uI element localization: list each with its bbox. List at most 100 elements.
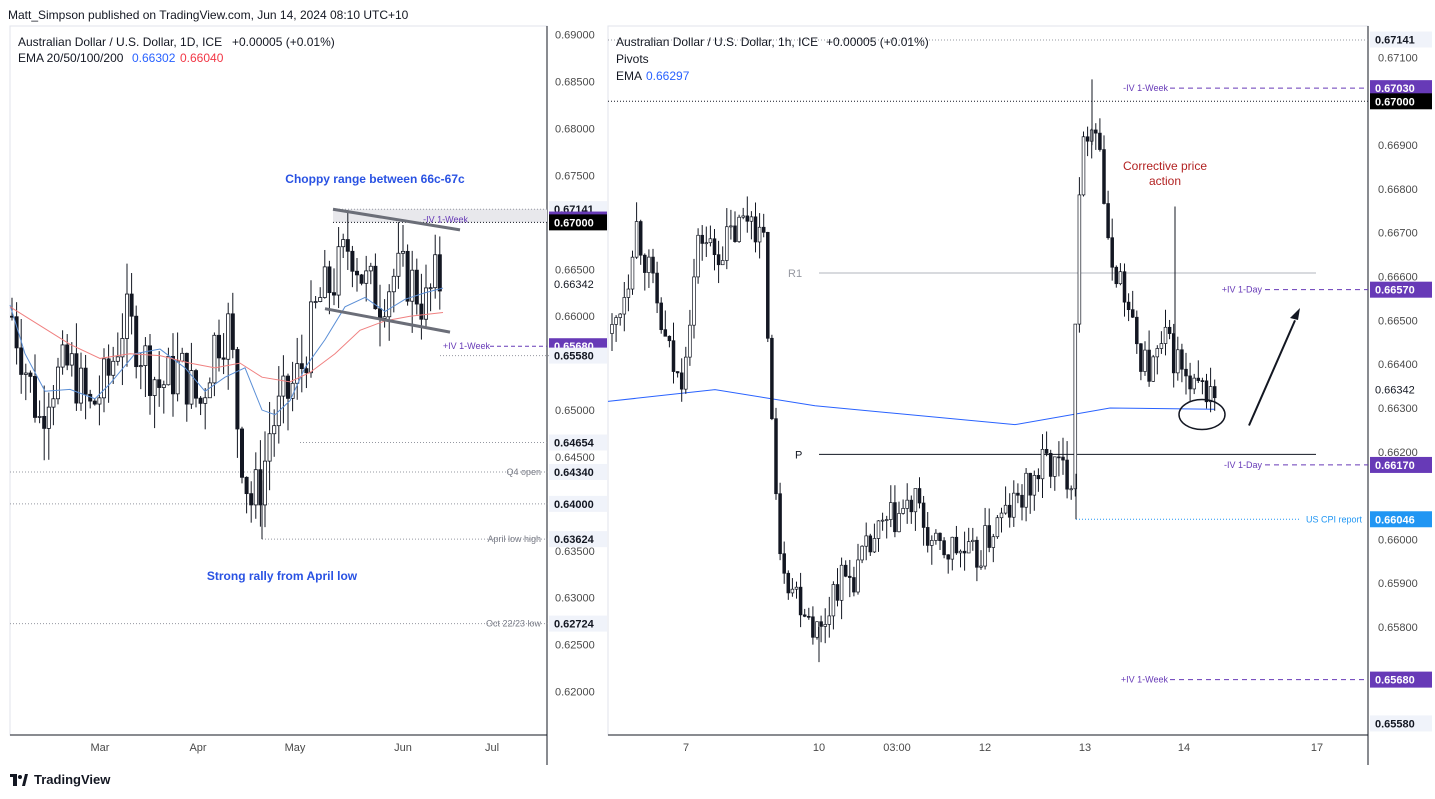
daily-candle — [115, 356, 120, 362]
daily-candle — [125, 293, 130, 339]
upward-arrow-head — [1290, 308, 1300, 320]
hourly-candle — [1151, 356, 1155, 382]
daily-candle — [129, 293, 134, 317]
hourly-candle — [1003, 504, 1008, 514]
hourly-candle — [1098, 132, 1102, 150]
hourly-price-badge: 0.66570 — [1375, 285, 1415, 297]
daily-y-tick-label: 0.65000 — [555, 405, 595, 417]
hourly-candle — [700, 234, 704, 244]
hourly-price-badge-bg — [1370, 80, 1432, 97]
daily-candle — [203, 397, 208, 404]
hourly-candle — [1012, 492, 1016, 518]
daily-candle — [42, 415, 47, 429]
hourly-candle — [962, 550, 967, 554]
hourly-candle — [1180, 349, 1184, 370]
hourly-candle — [1024, 472, 1028, 508]
hourly-candle — [794, 586, 799, 590]
daily-candle — [391, 275, 396, 293]
daily-price-badge-bg — [549, 615, 607, 632]
hourly-candle — [1208, 386, 1213, 403]
hourly-candle — [1122, 271, 1127, 303]
hourly-ema-label: EMA — [616, 69, 642, 83]
daily-candle — [221, 357, 226, 360]
daily-candle — [79, 367, 84, 404]
hourly-candle — [782, 553, 786, 574]
hourly-x-tick-label: 03:00 — [883, 742, 911, 754]
daily-candle — [253, 469, 258, 506]
daily-candle — [387, 291, 392, 318]
hourly-candle — [786, 572, 791, 594]
hourly-price-badge-bg — [1370, 93, 1432, 110]
hourly-candle — [860, 545, 864, 561]
daily-candle — [249, 493, 254, 506]
hourly-candle — [1044, 448, 1049, 454]
hourly-candle — [1073, 323, 1078, 490]
daily-candle — [368, 265, 373, 272]
daily-candle — [216, 334, 221, 359]
hourly-price-badge-bg — [1370, 31, 1432, 48]
hourly-candle — [827, 615, 832, 625]
hourly-price-badge-bg — [1370, 671, 1432, 688]
daily-candle — [433, 254, 438, 289]
upward-arrow-shaft — [1248, 319, 1296, 426]
daily-y-tick-label: 0.62500 — [555, 640, 595, 652]
hourly-price-badge-bg — [1370, 511, 1432, 528]
daily-candle — [304, 368, 309, 374]
daily-candle — [51, 398, 56, 408]
hourly-candle — [1007, 504, 1012, 518]
daily-candle — [318, 297, 323, 302]
hourly-candle — [909, 499, 914, 513]
hourly-candle — [692, 276, 696, 326]
hourly-candle — [696, 234, 700, 278]
hourly-candle — [880, 519, 885, 522]
daily-y-tick-label: 0.66500 — [555, 264, 595, 276]
hourly-price-badge: 0.66170 — [1375, 460, 1415, 472]
daily-candle — [341, 239, 346, 248]
daily-ema-fast-line — [9, 287, 444, 416]
hourly-candle — [643, 254, 647, 273]
daily-candle — [295, 363, 300, 384]
daily-candle — [308, 301, 313, 374]
daily-candle — [437, 254, 442, 292]
hourly-candle — [930, 540, 934, 546]
daily-x-tick-label: Jun — [394, 742, 412, 754]
tradingview-logo[interactable]: TradingView — [10, 772, 110, 787]
daily-y-tick-label: 0.66000 — [555, 311, 595, 323]
daily-price-badge: 0.64340 — [554, 467, 594, 479]
hourly-candle — [622, 297, 627, 315]
daily-candle — [272, 425, 277, 435]
hourly-candle — [835, 584, 840, 601]
hourly-y-tick-label: 0.66800 — [1378, 184, 1418, 196]
daily-candle — [46, 406, 51, 429]
daily-price-badge-bg — [549, 214, 607, 231]
hourly-candle — [638, 221, 643, 256]
tradingview-logo-icon — [10, 773, 28, 786]
hourly-candle — [790, 588, 795, 594]
daily-candle — [152, 379, 157, 396]
daily-y-tick-label: 0.62000 — [555, 687, 595, 699]
hourly-y-tick-label: 0.65900 — [1378, 578, 1418, 590]
daily-candle — [226, 313, 231, 360]
hourly-price-badge: 0.66046 — [1375, 514, 1415, 526]
daily-candle — [207, 382, 212, 399]
daily-candle — [230, 313, 235, 350]
daily-price-badge: 0.65580 — [554, 351, 594, 363]
hourly-candle — [815, 621, 819, 638]
hourly-x-tick-label: 10 — [813, 742, 825, 754]
hourly-candle — [675, 371, 680, 374]
hourly-candle — [614, 317, 618, 325]
hourly-level-label: -IV 1-Day — [1224, 460, 1263, 470]
hourly-x-tick-label: 7 — [683, 742, 689, 754]
hourly-candle — [872, 538, 877, 553]
daily-candle — [354, 270, 359, 276]
hourly-title: Australian Dollar / U.S. Dollar, 1h, ICE — [616, 35, 818, 49]
hourly-candle — [1040, 448, 1045, 480]
hourly-candle — [688, 324, 692, 358]
hourly-candle — [864, 535, 868, 547]
daily-price-badge-bg — [549, 434, 607, 451]
hourly-candles — [610, 79, 1217, 663]
hourly-candle — [1061, 456, 1065, 461]
hourly-candle — [987, 525, 991, 548]
daily-y-tick-label: 0.68000 — [555, 124, 595, 136]
